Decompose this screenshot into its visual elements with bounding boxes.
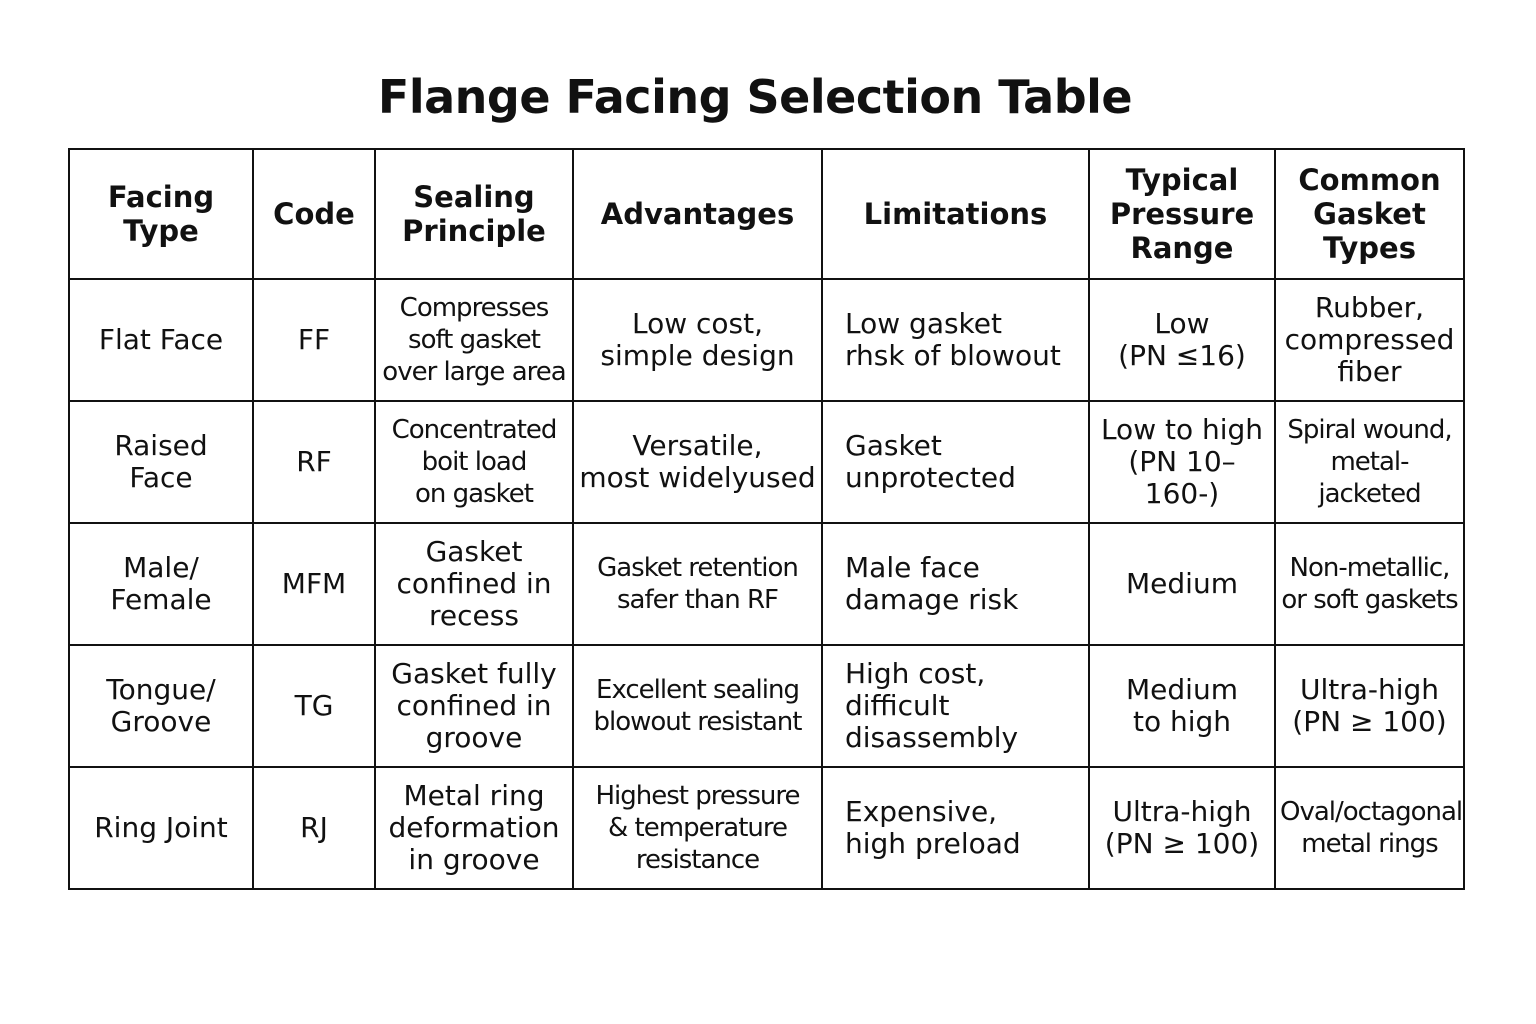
- cell-code: RJ: [252, 766, 376, 890]
- cell-gasket-types: Spiral wound, metal-jacketed: [1274, 400, 1465, 524]
- page-title: Flange Facing Selection Table: [377, 70, 1133, 124]
- cell-sealing-principle: Compresses soft gasket over large area: [374, 278, 574, 402]
- cell-pressure-range: Low to high (PN 10–160-): [1088, 400, 1276, 524]
- header-advantages: Advantages: [572, 148, 823, 280]
- cell-limitations: High cost, difficult disassembly: [821, 644, 1090, 768]
- table-row: Raised Face RF Concentrated boit load on g…: [68, 400, 1465, 524]
- cell-gasket-types: Oval/octagonal metal rings: [1274, 766, 1465, 890]
- cell-sealing-principle: Metal ring deformation in groove: [374, 766, 574, 890]
- table-row: Flat Face FF Compresses soft gasket over l…: [68, 278, 1465, 402]
- cell-pressure-range: Medium: [1088, 522, 1276, 646]
- cell-sealing-principle: Gasket fully confined in groove: [374, 644, 574, 768]
- cell-facing-type: Male/ Female: [68, 522, 254, 646]
- header-code: Code: [252, 148, 376, 280]
- cell-pressure-range: Medium to high: [1088, 644, 1276, 768]
- cell-pressure-range: Low (PN ≤16): [1088, 278, 1276, 402]
- cell-code: MFM: [252, 522, 376, 646]
- cell-facing-type: Raised Face: [68, 400, 254, 524]
- header-sealing-principle: Sealing Principle: [374, 148, 574, 280]
- cell-advantages: Highest pressure & temperature resistanc…: [572, 766, 823, 890]
- cell-limitations: Expensive, high preload: [821, 766, 1090, 890]
- cell-limitations: Male face damage risk: [821, 522, 1090, 646]
- cell-advantages: Versatile, most widelyused: [572, 400, 823, 524]
- header-facing-type: Facing Type: [68, 148, 254, 280]
- cell-gasket-types: Ultra-high (PN ≥ 100): [1274, 644, 1465, 768]
- cell-code: FF: [252, 278, 376, 402]
- cell-code: RF: [252, 400, 376, 524]
- cell-sealing-principle: Concentrated boit load on gasket: [374, 400, 574, 524]
- cell-advantages: Gasket retention safer than RF: [572, 522, 823, 646]
- cell-code: TG: [252, 644, 376, 768]
- cell-limitations: Low gasket rhsk of blowout: [821, 278, 1090, 402]
- cell-facing-type: Ring Joint: [68, 766, 254, 890]
- header-row: Facing Type Code Sealing Principle Advan…: [68, 148, 1465, 280]
- cell-limitations: Gasket unprotected: [821, 400, 1090, 524]
- cell-sealing-principle: Gasket confined in recess: [374, 522, 574, 646]
- cell-advantages: Low cost, simple design: [572, 278, 823, 402]
- cell-gasket-types: Non-metallic, or soft gaskets: [1274, 522, 1465, 646]
- header-gasket-types: Common Gasket Types: [1274, 148, 1465, 280]
- flange-facing-table: Facing Type Code Sealing Principle Advan…: [68, 148, 1465, 890]
- table-row: Tongue/ Groove TG Gasket fully confined in…: [68, 644, 1465, 768]
- cell-pressure-range: Ultra-high (PN ≥ 100): [1088, 766, 1276, 890]
- header-limitations: Limitations: [821, 148, 1090, 280]
- table-row: Male/ Female MFM Gasket confined in recess…: [68, 522, 1465, 646]
- table-row: Ring Joint RJ Metal ring deformation in gr…: [68, 766, 1465, 890]
- cell-facing-type: Flat Face: [68, 278, 254, 402]
- header-pressure-range: Typical Pressure Range: [1088, 148, 1276, 280]
- cell-gasket-types: Rubber, compressed fiber: [1274, 278, 1465, 402]
- cell-facing-type: Tongue/ Groove: [68, 644, 254, 768]
- cell-advantages: Excellent sealing blowout resistant: [572, 644, 823, 768]
